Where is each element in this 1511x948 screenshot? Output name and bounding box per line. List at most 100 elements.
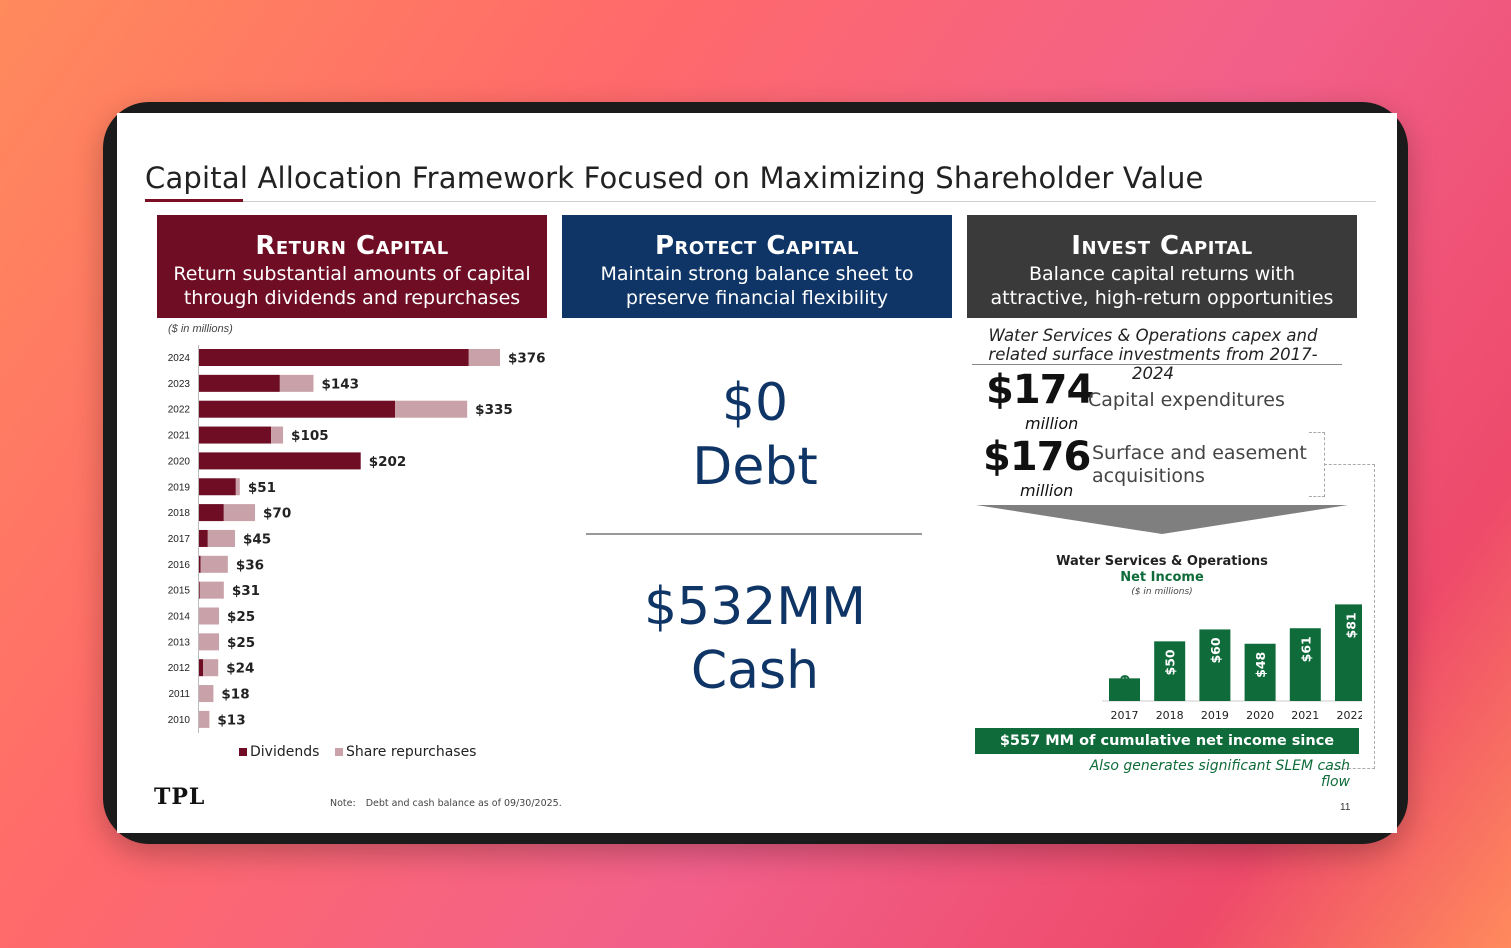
y-tick-label: 2020 xyxy=(168,456,191,467)
bar-total-label: $45 xyxy=(243,531,271,547)
x-tick-label: 2021 xyxy=(1291,709,1319,722)
y-tick-label: 2023 xyxy=(168,379,191,390)
debt-value: $0 xyxy=(721,373,789,433)
y-tick-label: 2014 xyxy=(168,612,191,623)
net-income-value-label: $50 xyxy=(1163,649,1178,675)
legend-repurchases: Share repurchases xyxy=(335,744,476,760)
bar-repurchases xyxy=(235,478,240,496)
bar-dividends xyxy=(199,504,224,522)
cash-value: $532MM xyxy=(643,577,867,637)
divider xyxy=(586,533,922,535)
bar-repurchases xyxy=(468,349,500,366)
bar-dividends xyxy=(199,374,280,392)
bar-dividends xyxy=(199,452,361,470)
protect-capital-subtitle-line2: preserve financial flexibility xyxy=(625,287,889,309)
net-income-bar xyxy=(1335,604,1362,701)
footnote: Note: Debt and cash balance as of 09/30/2… xyxy=(330,798,562,809)
surface-label-line2: acquisitions xyxy=(1092,465,1205,487)
x-tick-label: 2020 xyxy=(1246,709,1274,722)
y-tick-label: 2024 xyxy=(168,353,191,364)
net-income-value-label: $60 xyxy=(1208,637,1223,663)
title-rule xyxy=(145,201,1376,202)
bar-repurchases xyxy=(200,555,228,573)
bar-repurchases xyxy=(271,426,284,444)
bar-total-label: $25 xyxy=(227,609,255,625)
bar-total-label: $31 xyxy=(232,583,260,599)
capex-label: Capital expenditures xyxy=(1088,389,1285,411)
slide-title: Capital Allocation Framework Focused on … xyxy=(145,161,1204,195)
y-tick-label: 2013 xyxy=(168,637,191,648)
bar-total-label: $24 xyxy=(226,661,254,677)
net-income-bar xyxy=(1199,629,1231,701)
slide: Capital Allocation Framework Focused on … xyxy=(117,113,1397,833)
cash-label: Cash xyxy=(690,641,820,701)
capex-caption-rule xyxy=(972,364,1342,365)
protect-capital-header: Protect Capital Maintain strong balance … xyxy=(562,215,952,318)
protect-capital-heading: Protect Capital xyxy=(654,231,859,261)
invest-capital-header: Invest Capital Balance capital returns w… xyxy=(967,215,1357,318)
invest-capital-subtitle-line1: Balance capital returns with xyxy=(1029,263,1295,285)
capex-caption-line2: related surface investments from 2017-20… xyxy=(988,345,1318,383)
bar-total-label: $51 xyxy=(248,480,276,496)
capex-unit: million xyxy=(1025,414,1079,433)
bar-total-label: $13 xyxy=(217,712,245,728)
bar-repurchases xyxy=(199,710,210,728)
surface-label-line1: Surface and easement xyxy=(1092,442,1307,464)
surface-bracket xyxy=(1309,432,1325,497)
y-tick-label: 2019 xyxy=(168,482,191,493)
bar-dividends xyxy=(199,426,272,444)
debt-label: Debt xyxy=(692,437,818,497)
net-income-bar xyxy=(1109,678,1140,701)
footnote-label: Note: xyxy=(330,798,356,809)
bar-repurchases xyxy=(207,529,236,547)
bar-repurchases xyxy=(199,607,220,625)
y-tick-label: 2022 xyxy=(168,405,191,416)
bar-repurchases xyxy=(279,374,314,392)
return-capital-subtitle-line1: Return substantial amounts of capital xyxy=(173,263,531,285)
net-income-bar xyxy=(1154,641,1186,701)
y-tick-label: 2016 xyxy=(168,560,191,571)
net-income-bar xyxy=(1289,628,1321,701)
bar-total-label: $36 xyxy=(236,557,264,573)
bar-repurchases xyxy=(199,581,224,599)
legend-dividends: Dividends xyxy=(239,744,319,760)
net-income-chart-subtitle: Net Income xyxy=(1120,570,1204,585)
tpl-logo: TPL xyxy=(154,784,206,810)
bar-dividends xyxy=(199,349,469,366)
capex-caption: Water Services & Operations capex and re… xyxy=(971,326,1335,383)
x-tick-label: 2018 xyxy=(1156,709,1184,722)
bar-repurchases xyxy=(199,633,220,651)
return-capital-heading: Return Capital xyxy=(255,231,449,261)
footnote-text: Debt and cash balance as of 09/30/2025. xyxy=(365,798,562,809)
slem-note: Also generates significant SLEM cash flo… xyxy=(1089,758,1350,790)
bar-total-label: $25 xyxy=(227,635,255,651)
surface-value: $176 xyxy=(983,434,1091,480)
x-tick-label: 2017 xyxy=(1111,709,1139,722)
legend-repurchases-label: Share repurchases xyxy=(346,744,477,760)
bar-total-label: $143 xyxy=(321,376,359,392)
bar-total-label: $335 xyxy=(475,402,513,418)
surface-label: Surface and easement acquisitions xyxy=(1092,442,1307,488)
y-tick-label: 2018 xyxy=(168,508,191,519)
legend-dividends-swatch xyxy=(239,748,247,756)
funnel-arrow xyxy=(976,505,1348,534)
cumulative-net-income-banner: $557 MM of cumulative net income since i… xyxy=(975,728,1359,775)
bar-dividends xyxy=(199,555,201,573)
y-tick-label: 2017 xyxy=(168,534,191,545)
y-tick-label: 2011 xyxy=(168,689,190,700)
bar-dividends xyxy=(199,400,396,418)
net-income-value-label: $19 xyxy=(1118,674,1133,700)
protect-capital-subtitle-line1: Maintain strong balance sheet to xyxy=(600,263,914,285)
invest-capital-subtitle-line2: attractive, high-return opportunities xyxy=(990,287,1334,309)
bar-dividends xyxy=(199,581,200,599)
y-tick-label: 2021 xyxy=(168,431,191,442)
legend-repurchases-swatch xyxy=(335,748,343,756)
legend-dividends-label: Dividends xyxy=(250,744,320,760)
debt-block: $0 Debt xyxy=(585,371,925,499)
capex-value: $174 xyxy=(986,367,1094,413)
bar-repurchases xyxy=(203,659,219,677)
cash-block: $532MM Cash xyxy=(585,575,925,703)
x-tick-label: 2022 xyxy=(1337,709,1363,722)
y-tick-label: 2015 xyxy=(168,586,191,597)
